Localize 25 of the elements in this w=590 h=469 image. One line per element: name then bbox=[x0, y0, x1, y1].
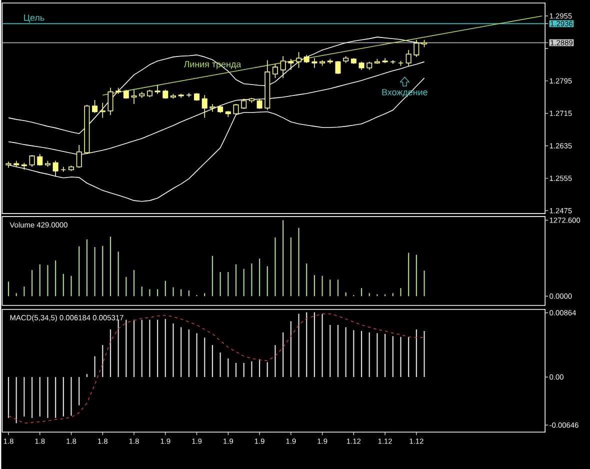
candlestick bbox=[76, 144, 82, 168]
candlestick bbox=[60, 166, 66, 172]
candlestick bbox=[92, 100, 98, 114]
candlestick bbox=[202, 94, 208, 118]
ref-line-label: Цель bbox=[24, 14, 44, 22]
candlestick bbox=[233, 104, 239, 116]
candlestick bbox=[52, 160, 58, 178]
candlestick bbox=[29, 154, 35, 168]
candlestick bbox=[280, 56, 286, 78]
candlestick bbox=[108, 87, 114, 116]
candlestick bbox=[312, 58, 318, 68]
candlestick bbox=[296, 52, 302, 68]
candlestick bbox=[256, 98, 262, 110]
candlestick bbox=[288, 58, 294, 70]
candlestick bbox=[186, 92, 192, 98]
candlestick bbox=[100, 102, 106, 118]
candlestick bbox=[406, 50, 412, 66]
candlestick bbox=[131, 89, 137, 104]
candlestick bbox=[390, 60, 396, 64]
candlestick bbox=[335, 60, 341, 74]
line-series bbox=[8, 313, 425, 424]
candlestick bbox=[414, 40, 420, 58]
candlestick bbox=[154, 84, 160, 94]
candlestick bbox=[272, 63, 278, 78]
candlestick bbox=[241, 98, 247, 110]
